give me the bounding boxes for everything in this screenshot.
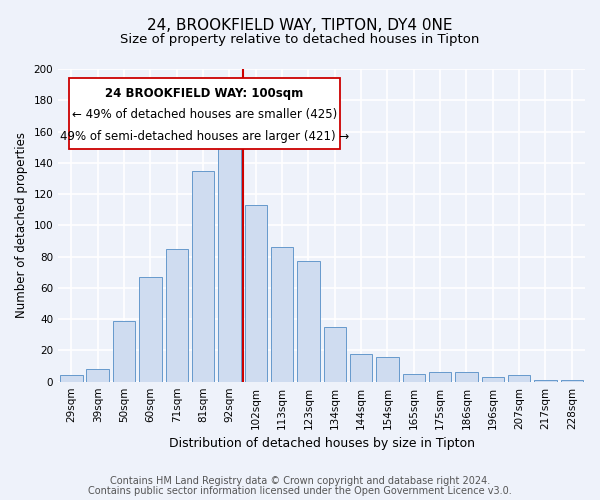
Bar <box>376 356 398 382</box>
Text: Size of property relative to detached houses in Tipton: Size of property relative to detached ho… <box>121 32 479 46</box>
Y-axis label: Number of detached properties: Number of detached properties <box>15 132 28 318</box>
Text: 24 BROOKFIELD WAY: 100sqm: 24 BROOKFIELD WAY: 100sqm <box>105 88 304 101</box>
Bar <box>350 354 372 382</box>
Bar <box>508 376 530 382</box>
Bar <box>245 205 267 382</box>
Bar <box>534 380 557 382</box>
Bar <box>297 262 320 382</box>
Bar <box>482 377 504 382</box>
Text: 49% of semi-detached houses are larger (421) →: 49% of semi-detached houses are larger (… <box>60 130 349 142</box>
Bar <box>403 374 425 382</box>
Bar <box>455 372 478 382</box>
Bar <box>218 132 241 382</box>
Bar <box>560 380 583 382</box>
X-axis label: Distribution of detached houses by size in Tipton: Distribution of detached houses by size … <box>169 437 475 450</box>
Bar <box>60 376 83 382</box>
Bar <box>113 320 135 382</box>
Text: Contains HM Land Registry data © Crown copyright and database right 2024.: Contains HM Land Registry data © Crown c… <box>110 476 490 486</box>
Text: Contains public sector information licensed under the Open Government Licence v3: Contains public sector information licen… <box>88 486 512 496</box>
Bar <box>86 369 109 382</box>
Bar <box>429 372 451 382</box>
Text: ← 49% of detached houses are smaller (425): ← 49% of detached houses are smaller (42… <box>72 108 337 122</box>
Bar <box>192 170 214 382</box>
Bar <box>271 247 293 382</box>
Text: 24, BROOKFIELD WAY, TIPTON, DY4 0NE: 24, BROOKFIELD WAY, TIPTON, DY4 0NE <box>147 18 453 32</box>
Bar <box>139 277 161 382</box>
Bar <box>166 249 188 382</box>
FancyBboxPatch shape <box>69 78 340 148</box>
Bar <box>323 327 346 382</box>
